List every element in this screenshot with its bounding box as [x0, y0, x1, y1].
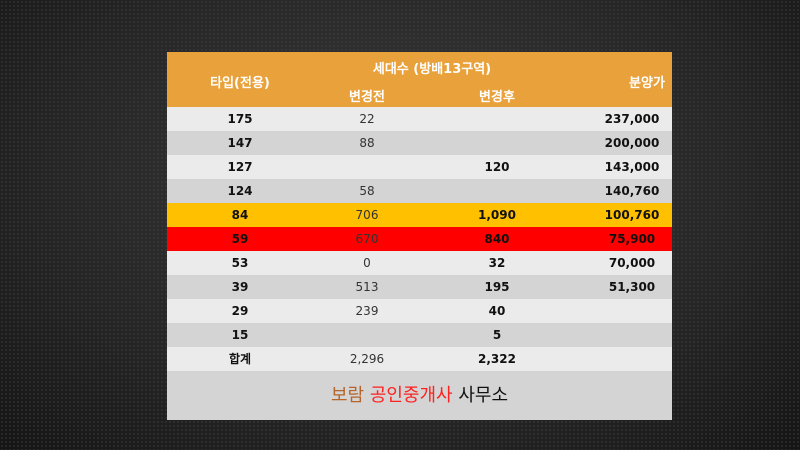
table-row: 84 706 1,090 100,760 — [167, 203, 672, 227]
header-households: 세대수 (방배13구역) — [372, 62, 492, 77]
cell-price: 237,000 — [604, 112, 660, 126]
cell-after: 2,322 — [478, 352, 516, 366]
cell-after: 120 — [484, 160, 510, 174]
cell-type: 147 — [227, 136, 253, 150]
cell-before: 58 — [359, 184, 375, 198]
cell-type: 84 — [231, 208, 249, 222]
cell-before: 706 — [355, 208, 379, 222]
cell-type: 124 — [227, 184, 253, 198]
table-row: 15 5 — [167, 323, 672, 347]
cell-after: 840 — [484, 232, 510, 246]
table-row: 147 88 200,000 — [167, 131, 672, 155]
brand-part1: 보람 — [330, 385, 365, 406]
cell-price: 200,000 — [604, 136, 660, 150]
cell-price: 75,900 — [608, 232, 656, 246]
cell-type: 39 — [231, 280, 249, 294]
cell-after: 1,090 — [478, 208, 516, 222]
price-table: 타입(전용) 세대수 (방배13구역) 변경전 변경후 분양가 175 22 237… — [167, 52, 672, 420]
cell-before: 88 — [359, 136, 375, 150]
cell-after: 40 — [488, 304, 506, 318]
cell-type: 175 — [227, 112, 253, 126]
cell-type: 59 — [231, 232, 249, 246]
table-header: 타입(전용) 세대수 (방배13구역) 변경전 변경후 분양가 — [167, 52, 672, 107]
cell-after: 32 — [488, 256, 506, 270]
cell-price: 100,760 — [604, 208, 660, 222]
cell-type: 합계 — [228, 352, 252, 366]
header-type: 타입(전용) — [210, 76, 270, 91]
cell-type: 29 — [231, 304, 249, 318]
table-row: 124 58 140,760 — [167, 179, 672, 203]
cell-type: 53 — [231, 256, 249, 270]
cell-price: 140,760 — [604, 184, 660, 198]
cell-before: 513 — [355, 280, 379, 294]
footer-brand: 보람 공인중개사 사무소 — [167, 371, 672, 420]
cell-after: 195 — [484, 280, 510, 294]
cell-type: 15 — [231, 328, 249, 342]
brand-part2: 공인중개사 — [369, 385, 453, 406]
cell-before: 670 — [355, 232, 379, 246]
brand-part3: 사무소 — [458, 385, 509, 406]
table-row: 39 513 195 51,300 — [167, 275, 672, 299]
table-row: 127 120 143,000 — [167, 155, 672, 179]
header-after: 변경후 — [479, 90, 515, 105]
cell-before: 0 — [363, 256, 371, 270]
cell-type: 127 — [227, 160, 253, 174]
header-before: 변경전 — [349, 90, 385, 105]
table-row: 29 239 40 — [167, 299, 672, 323]
header-price: 분양가 — [629, 76, 665, 91]
cell-price: 70,000 — [608, 256, 656, 270]
cell-after: 5 — [492, 328, 502, 342]
table-row: 59 670 840 75,900 — [167, 227, 672, 251]
cell-before: 239 — [355, 304, 379, 318]
table-row: 합계 2,296 2,322 — [167, 347, 672, 371]
table-row: 175 22 237,000 — [167, 107, 672, 131]
cell-before: 22 — [359, 112, 375, 126]
cell-before: 2,296 — [349, 352, 385, 366]
table-row: 53 0 32 70,000 — [167, 251, 672, 275]
cell-price: 51,300 — [608, 280, 656, 294]
cell-price: 143,000 — [604, 160, 660, 174]
